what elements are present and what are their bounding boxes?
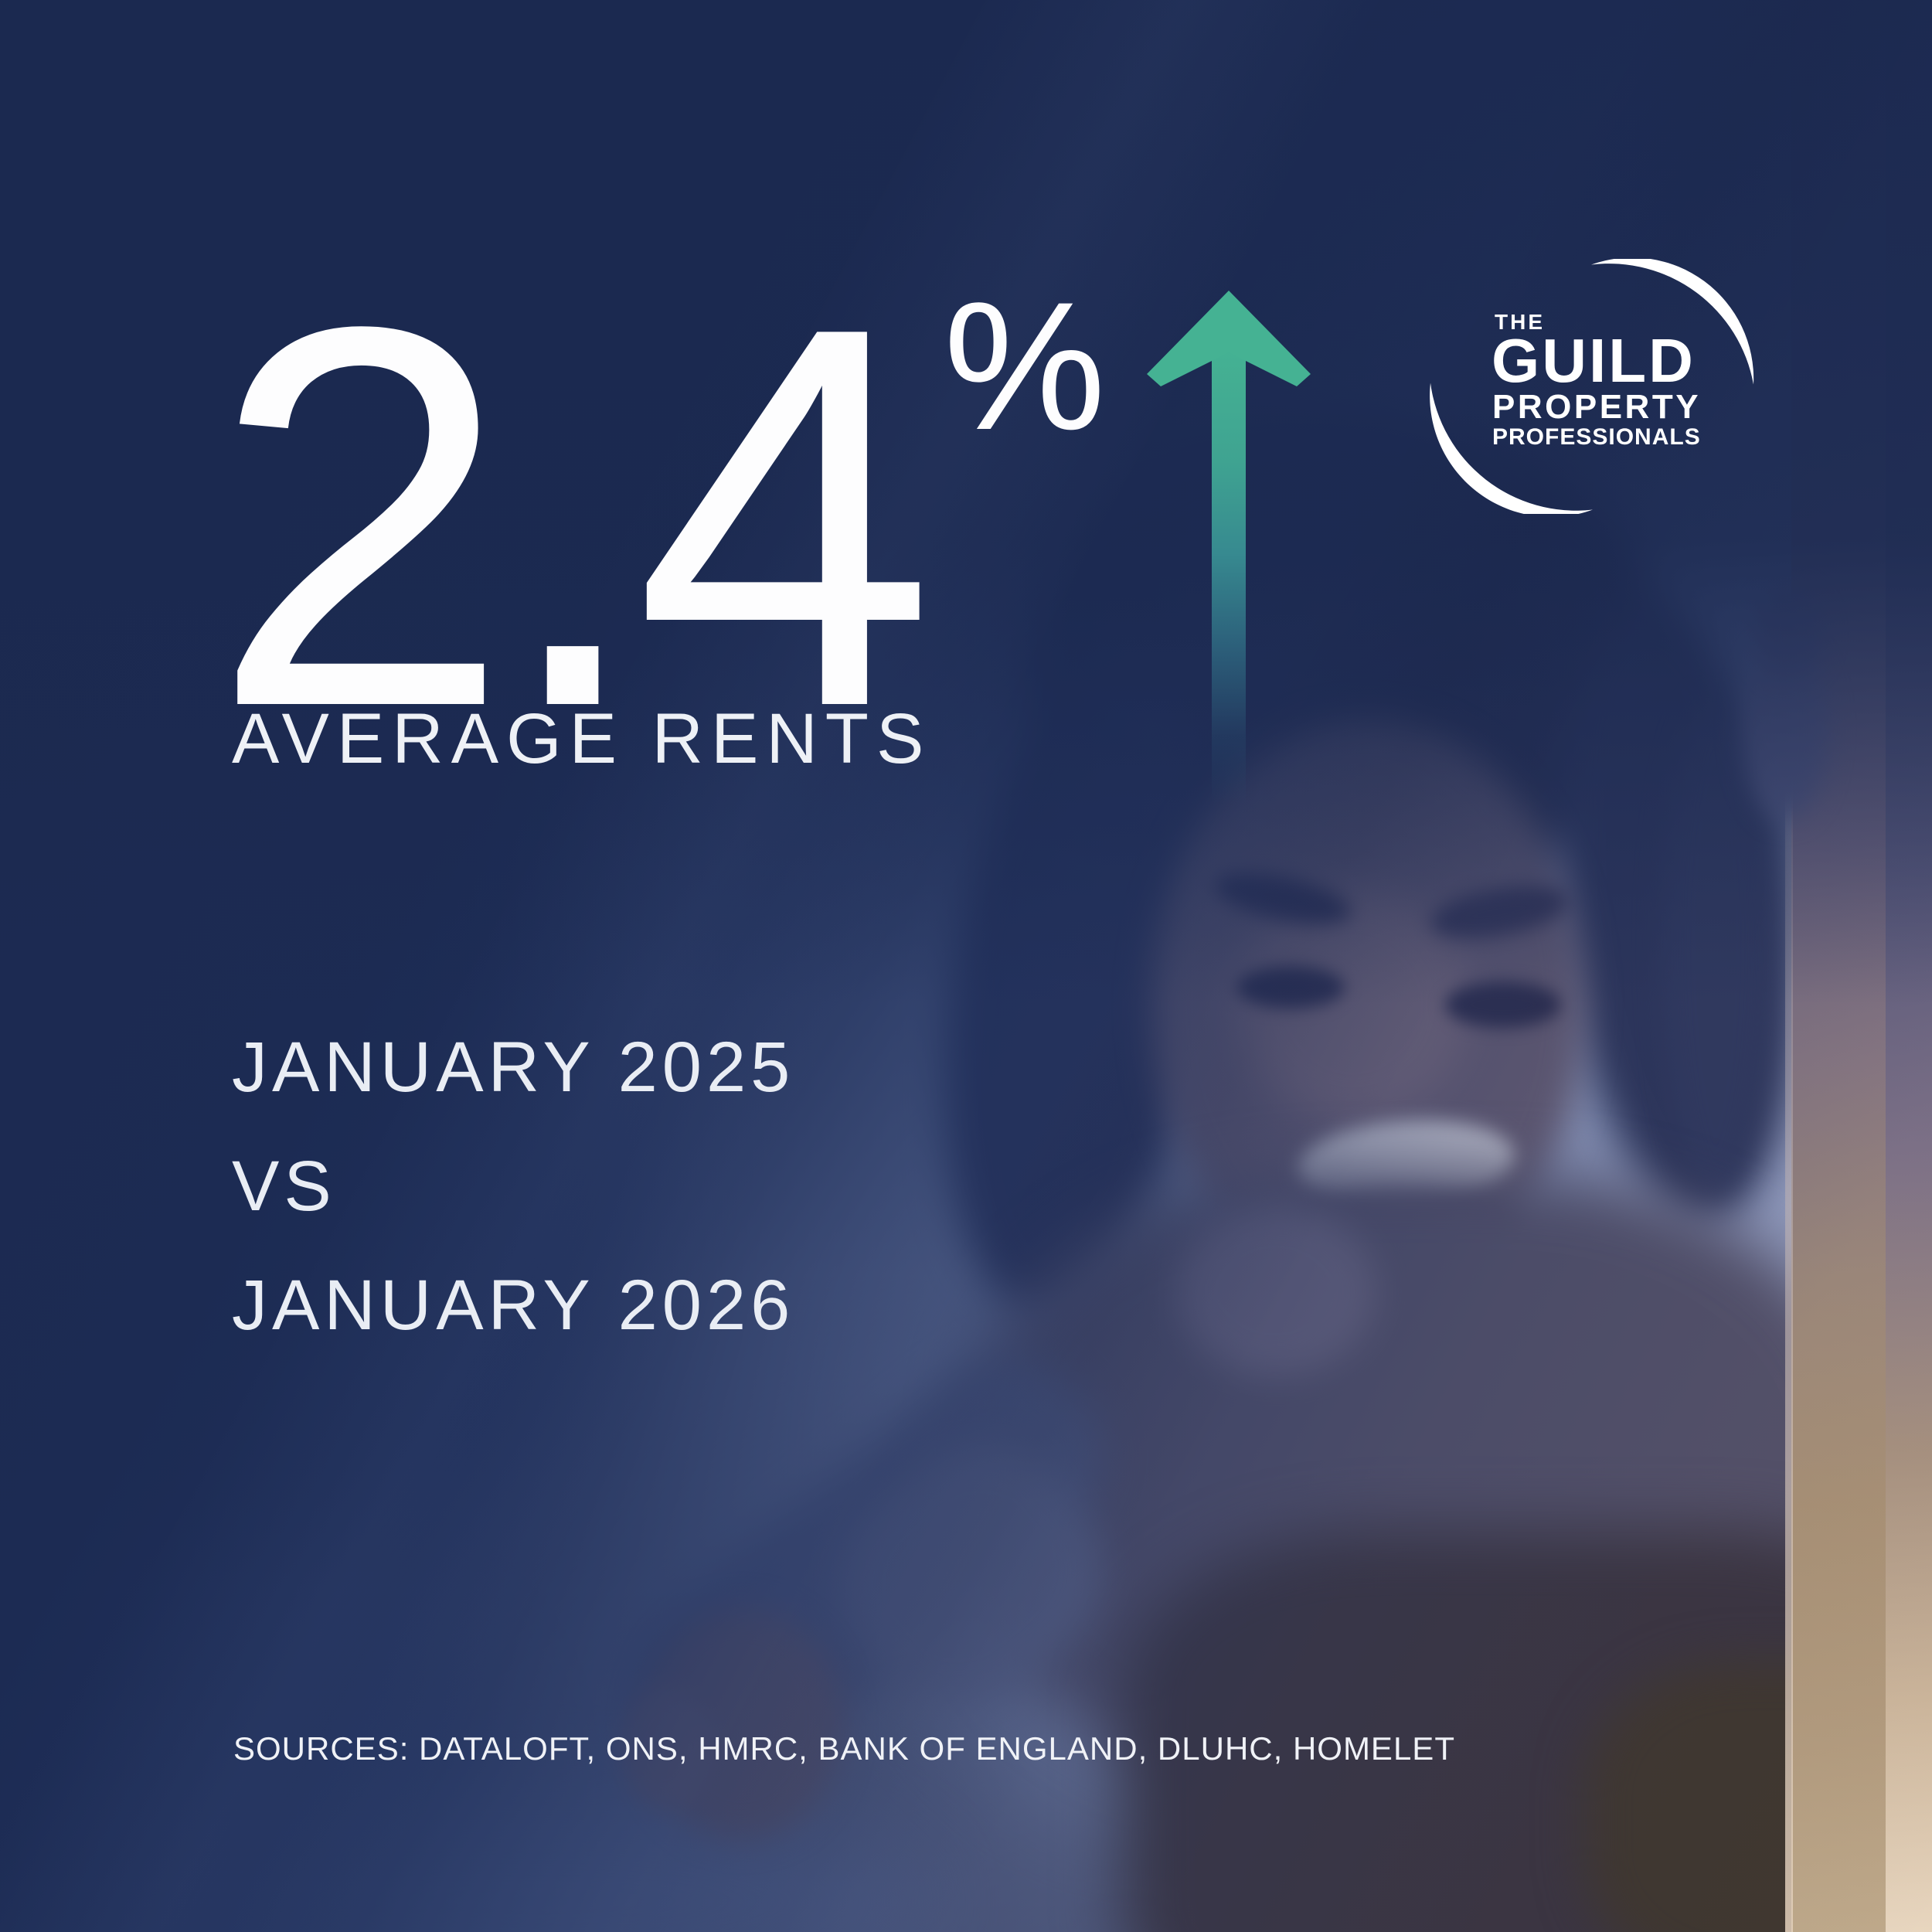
swoosh-arcs-icon [1430, 259, 1754, 514]
comparison-period-1: JANUARY 2025 [232, 1028, 795, 1107]
sources-text: SOURCES: DATALOFT, ONS, HMRC, BANK OF EN… [233, 1730, 1455, 1767]
percent-sign: % [944, 264, 1106, 468]
up-arrow-icon [1147, 291, 1311, 386]
comparison-vs-label: VS [232, 1147, 336, 1226]
logo-text-the: THE [1495, 310, 1545, 334]
stat-label: AVERAGE RENTS [232, 699, 932, 778]
up-arrow-stem [1212, 348, 1246, 804]
logo-text-professionals: PROFESSIONALS [1492, 424, 1701, 450]
comparison-period-2: JANUARY 2026 [232, 1266, 795, 1345]
logo-text-property: PROPERTY [1492, 388, 1702, 426]
stat-value: 2.4 [210, 215, 935, 819]
guild-logo: THE GUILD PROPERTY PROFESSIONALS [1430, 259, 1754, 514]
comparison-block: JANUARY 2025 VS JANUARY 2026 [232, 1008, 794, 1365]
logo-text-guild: GUILD [1492, 326, 1696, 395]
